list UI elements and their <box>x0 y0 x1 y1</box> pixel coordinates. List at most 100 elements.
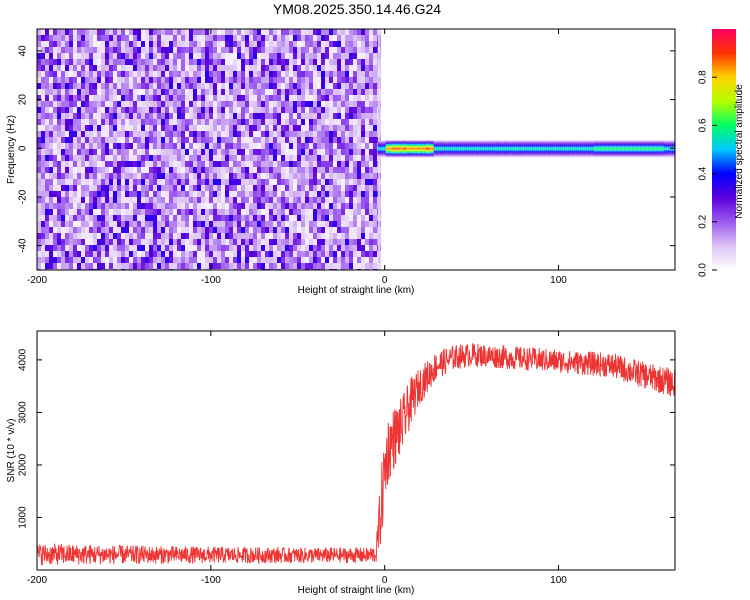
heatmap-cell <box>389 155 392 157</box>
heatmap-cell <box>41 47 45 53</box>
heatmap-cell <box>189 77 193 83</box>
heatmap-cell <box>517 151 520 153</box>
heatmap-cell <box>499 146 502 148</box>
heatmap-cell <box>465 153 468 155</box>
heatmap-cell <box>253 119 257 125</box>
heatmap-cell <box>185 65 189 71</box>
heatmap-cell <box>209 173 213 179</box>
heatmap-cell <box>269 59 273 65</box>
heatmap-cell <box>321 83 325 89</box>
heatmap-cell <box>93 143 97 149</box>
heatmap-cell <box>101 167 105 173</box>
heatmap-cell <box>241 131 245 137</box>
heatmap-cell <box>85 263 89 269</box>
heatmap-cell <box>373 95 377 101</box>
heatmap-cell <box>37 161 41 167</box>
heatmap-cell <box>217 47 221 53</box>
heatmap-cell <box>477 141 480 143</box>
heatmap-cell <box>185 77 189 83</box>
heatmap-cell <box>153 125 157 131</box>
heatmap-cell <box>475 146 478 148</box>
heatmap-cell <box>253 113 257 119</box>
heatmap-cell <box>421 148 424 150</box>
heatmap-cell <box>513 143 516 145</box>
heatmap-cell <box>113 119 117 125</box>
heatmap-cell <box>209 65 213 71</box>
heatmap-cell <box>229 89 233 95</box>
heatmap-cell <box>213 35 217 41</box>
heatmap-cell <box>277 245 281 251</box>
heatmap-cell <box>477 147 480 149</box>
heatmap-cell <box>65 185 69 191</box>
heatmap-cell <box>297 185 301 191</box>
heatmap-cell <box>361 71 365 77</box>
heatmap-cell <box>209 83 213 89</box>
heatmap-cell <box>369 191 373 197</box>
heatmap-cell <box>273 83 277 89</box>
heatmap-cell <box>73 77 77 83</box>
heatmap-cell <box>365 251 369 257</box>
heatmap-cell <box>201 131 205 137</box>
heatmap-cell <box>511 143 514 145</box>
heatmap-cell <box>89 161 93 167</box>
heatmap-cell <box>467 147 470 149</box>
heatmap-cell <box>217 83 221 89</box>
heatmap-cell <box>185 161 189 167</box>
heatmap-cell <box>471 145 474 147</box>
heatmap-cell <box>165 209 169 215</box>
heatmap-cell <box>309 257 313 263</box>
heatmap-cell <box>361 149 365 155</box>
heatmap-cell <box>85 251 89 257</box>
heatmap-cell <box>193 77 197 83</box>
heatmap-cell <box>101 77 105 83</box>
heatmap-cell <box>503 150 506 152</box>
heatmap-cell <box>73 53 77 59</box>
heatmap-cell <box>281 83 285 89</box>
heatmap-cell <box>53 149 57 155</box>
heatmap-cell <box>173 161 177 167</box>
heatmap-cell <box>519 141 522 143</box>
heatmap-cell <box>493 140 496 142</box>
heatmap-cell <box>61 149 65 155</box>
heatmap-cell <box>189 167 193 173</box>
heatmap-cell <box>477 145 480 147</box>
heatmap-cell <box>201 173 205 179</box>
heatmap-cell <box>265 227 269 233</box>
heatmap-cell <box>533 149 536 151</box>
heatmap-cell <box>117 113 121 119</box>
heatmap-cell <box>357 65 361 71</box>
heatmap-cell <box>297 179 301 185</box>
heatmap-cell <box>491 152 494 154</box>
heatmap-cell <box>333 53 337 59</box>
heatmap-cell <box>309 149 313 155</box>
heatmap-cell <box>129 179 133 185</box>
heatmap-cell <box>141 137 145 143</box>
heatmap-cell <box>467 143 470 145</box>
heatmap-cell <box>85 131 89 137</box>
heatmap-cell <box>353 239 357 245</box>
heatmap-cell <box>523 148 526 150</box>
page-title: YM08.2025.350.14.46.G24 <box>272 1 442 17</box>
heatmap-cell <box>321 173 325 179</box>
heatmap-cell <box>403 151 406 153</box>
heatmap-cell <box>225 227 229 233</box>
heatmap-cell <box>457 144 460 146</box>
heatmap-cell <box>517 146 520 148</box>
heatmap-cell <box>453 155 456 157</box>
heatmap-cell <box>241 233 245 239</box>
heatmap-cell <box>229 227 233 233</box>
heatmap-cell <box>513 149 516 151</box>
heatmap-cell <box>101 197 105 203</box>
heatmap-cell <box>379 151 382 153</box>
heatmap-cell <box>49 29 53 35</box>
heatmap-cell <box>349 137 353 143</box>
heatmap-cell <box>455 154 458 156</box>
heatmap-cell <box>377 239 381 245</box>
heatmap-cell <box>205 221 209 227</box>
heatmap-cell <box>129 41 133 47</box>
heatmap-cell <box>325 161 329 167</box>
heatmap-cell <box>409 144 412 146</box>
heatmap-cell <box>49 77 53 83</box>
heatmap-cell <box>529 152 532 154</box>
heatmap-cell <box>321 101 325 107</box>
